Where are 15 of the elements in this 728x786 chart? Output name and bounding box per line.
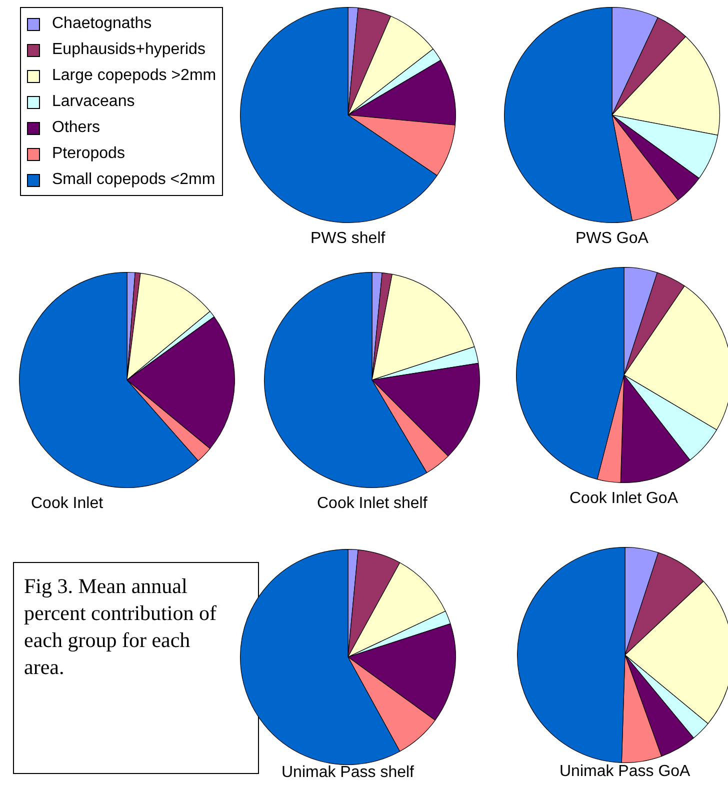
legend-label: Euphausids+hyperids: [52, 41, 206, 59]
text: PWS GoA: [576, 230, 648, 248]
text: Unimak Pass shelf: [282, 764, 414, 782]
legend-label: Chaetognaths: [52, 15, 152, 33]
legend-label: Others: [52, 119, 100, 137]
text: Cook Inlet shelf: [317, 495, 428, 513]
legend-label: Small copepods <2mm: [52, 171, 216, 189]
caption: Fig 3. Mean annual percent contribution of each group for each area.: [13, 562, 259, 774]
legend-label: Large copepods >2mm: [52, 67, 216, 85]
text: PWS shelf: [310, 230, 386, 248]
legend-label: Pteropods: [52, 145, 125, 163]
legend-label: Larvaceans: [52, 93, 135, 111]
text: Cook Inlet GoA: [570, 490, 678, 508]
text: Cook Inlet: [31, 495, 104, 513]
text: Unimak Pass GoA: [560, 763, 690, 781]
